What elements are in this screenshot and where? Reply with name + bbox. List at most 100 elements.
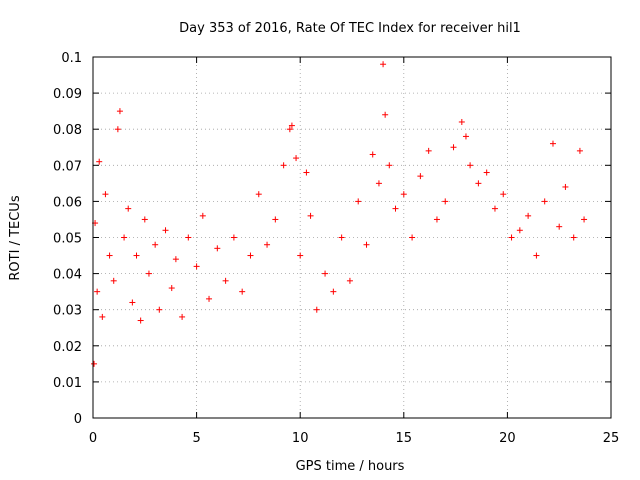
data-point [272, 216, 279, 223]
y-tick-label: 0.05 [53, 232, 82, 247]
data-point [576, 147, 583, 154]
data-point [247, 252, 254, 259]
data-point [483, 169, 490, 176]
data-point [121, 234, 128, 241]
data-point [392, 205, 399, 212]
grid-lines [93, 57, 611, 418]
data-point [363, 241, 370, 248]
data-point [303, 169, 310, 176]
data-point [556, 223, 563, 230]
x-tick-label: 25 [603, 431, 620, 446]
data-point [179, 313, 186, 320]
data-point [549, 140, 556, 147]
y-tick-label: 0.06 [53, 195, 82, 210]
data-point [199, 212, 206, 219]
data-point [417, 173, 424, 180]
data-point [409, 234, 416, 241]
data-point [322, 270, 329, 277]
data-point [106, 252, 113, 259]
data-point [516, 227, 523, 234]
data-point [533, 252, 540, 259]
x-tick-label: 20 [499, 431, 516, 446]
x-axis-ticks: 0 5 10 15 20 25 [89, 57, 619, 446]
y-axis-ticks: 0 0.01 0.02 0.03 0.04 0.05 0.06 0.07 0.08 0.09 0.1 [53, 51, 611, 427]
data-point [206, 295, 213, 302]
y-tick-label: 0 [74, 412, 82, 427]
y-tick-label: 0.1 [61, 51, 82, 66]
data-point [570, 234, 577, 241]
data-point [355, 198, 362, 205]
data-point [94, 288, 101, 295]
data-point [280, 162, 287, 169]
data-point [137, 317, 144, 324]
data-point [541, 198, 548, 205]
data-point [145, 270, 152, 277]
chart-title: Day 353 of 2016, Rate Of TEC Index for r… [179, 21, 521, 36]
y-tick-label: 0.09 [53, 87, 82, 102]
x-tick-label: 10 [292, 431, 309, 446]
data-point [297, 252, 304, 259]
data-point [110, 277, 117, 284]
data-point [96, 158, 103, 165]
data-point [172, 256, 179, 263]
data-point [346, 277, 353, 284]
data-point [375, 180, 382, 187]
data-point [380, 61, 387, 68]
x-tick-label: 0 [89, 431, 97, 446]
data-point [500, 191, 507, 198]
data-point [264, 241, 271, 248]
data-point [525, 212, 532, 219]
data-point [230, 234, 237, 241]
data-point [462, 133, 469, 140]
data-point [288, 122, 295, 129]
data-point [99, 313, 106, 320]
data-point [91, 360, 98, 367]
data-point [442, 198, 449, 205]
data-point [116, 108, 123, 115]
y-tick-label: 0.02 [53, 340, 82, 355]
data-point [286, 126, 293, 133]
data-point [386, 162, 393, 169]
data-point [193, 263, 200, 270]
data-point [313, 306, 320, 313]
data-point [400, 191, 407, 198]
data-point [433, 216, 440, 223]
data-point [162, 227, 169, 234]
data-point [156, 306, 163, 313]
y-tick-label: 0.03 [53, 304, 82, 319]
data-point [467, 162, 474, 169]
data-point [425, 147, 432, 154]
y-tick-label: 0.04 [53, 268, 82, 283]
data-point [255, 191, 262, 198]
data-point [133, 252, 140, 259]
data-point [450, 144, 457, 151]
data-point [508, 234, 515, 241]
data-point [185, 234, 192, 241]
data-point [562, 183, 569, 190]
data-points [91, 61, 588, 367]
data-point [114, 126, 121, 133]
data-point [293, 155, 300, 162]
data-point [382, 111, 389, 118]
data-point [222, 277, 229, 284]
data-point [214, 245, 221, 252]
y-axis-label: ROTI / TECUs [8, 195, 23, 280]
data-point [141, 216, 148, 223]
data-point [581, 216, 588, 223]
data-point [458, 118, 465, 125]
data-point [338, 234, 345, 241]
y-tick-label: 0.01 [53, 376, 82, 391]
x-tick-label: 5 [192, 431, 200, 446]
data-point [307, 212, 314, 219]
data-point [125, 205, 132, 212]
y-tick-label: 0.07 [53, 159, 82, 174]
data-point [491, 205, 498, 212]
data-point [168, 285, 175, 292]
data-point [475, 180, 482, 187]
data-point [239, 288, 246, 295]
y-tick-label: 0.08 [53, 123, 82, 138]
x-tick-label: 15 [396, 431, 413, 446]
x-axis-label: GPS time / hours [296, 459, 405, 474]
data-point [129, 299, 136, 306]
